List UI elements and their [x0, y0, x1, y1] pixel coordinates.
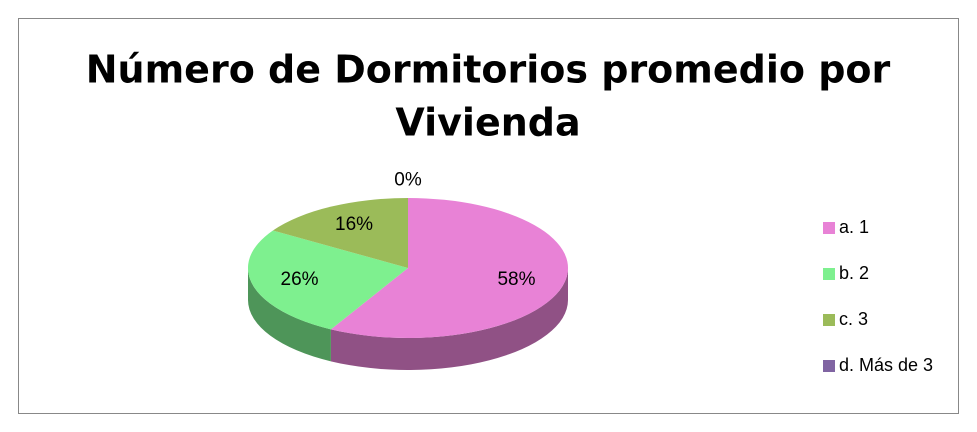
- legend-label: b. 2: [839, 263, 869, 283]
- legend-swatch: [823, 222, 835, 234]
- legend-label: c. 3: [839, 309, 868, 329]
- data-label: 0%: [394, 170, 422, 191]
- data-label: 16%: [335, 214, 373, 235]
- legend-swatch: [823, 360, 835, 372]
- pie-slice: [272, 198, 408, 268]
- legend-swatch: [823, 314, 835, 326]
- pie-side: [330, 268, 568, 370]
- data-label: 58%: [497, 269, 535, 290]
- legend-swatch: [823, 268, 835, 280]
- chart-title: Vivienda: [395, 101, 580, 145]
- pie-slice: [330, 198, 569, 339]
- pie-slice: [248, 230, 408, 330]
- legend-label: d. Más de 3: [839, 355, 933, 375]
- legend-label: a. 1: [839, 217, 869, 237]
- chart-title: Número de Dormitorios promedio por: [86, 48, 891, 92]
- data-label: 26%: [281, 269, 319, 290]
- pie-side: [248, 268, 331, 362]
